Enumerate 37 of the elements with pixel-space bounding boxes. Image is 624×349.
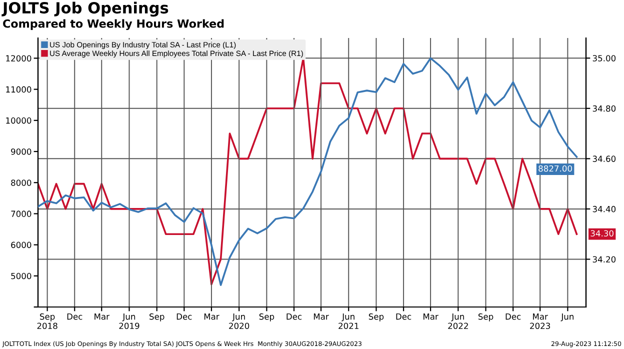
x-tick-label: Sep (478, 313, 494, 322)
y-tick-label: 5000 (11, 272, 32, 280)
y-tick-label: 12000 (6, 55, 32, 62)
y-tick-label: 6000 (11, 242, 32, 248)
y-tick-label: 7000 (11, 210, 32, 217)
y2-tick-label: 34.40 (592, 206, 616, 212)
x-tick-label: Mar (94, 314, 110, 320)
x-tick-label: Dec (286, 314, 302, 320)
data-label: 34.30 (590, 230, 614, 237)
y2-tick-label: 34.60 (592, 156, 616, 162)
data-label: 8827.00 (538, 165, 572, 172)
x-tick-label: Sep (368, 313, 384, 322)
x-tick-label: Mar (204, 314, 220, 320)
chart-title: JOLTS Job Openings (2, 2, 168, 17)
x-tick-label: Jun 2022 (448, 314, 468, 330)
chart-subtitle: Compared to Weekly Hours Worked (3, 19, 224, 30)
x-tick-label: Sep (150, 313, 164, 322)
x-tick-label: Sep 2018 (37, 313, 58, 330)
x-tick-label: Jun (560, 314, 574, 322)
x-tick-label: Dec (67, 314, 82, 320)
x-tick-label: Jun 2020 (229, 314, 250, 330)
x-tick-label: Sep (259, 313, 274, 322)
x-tick-label: Dec (396, 314, 412, 320)
x-tick-label: Mar (314, 314, 329, 320)
x-tick-label: Dec (506, 314, 521, 320)
y2-tick-label: 34.20 (592, 256, 616, 263)
x-tick-label: Jun 2021 (338, 314, 358, 330)
x-tick-label: Jun 2019 (119, 314, 140, 330)
y2-tick-label: 34.80 (592, 105, 616, 112)
y-tick-label: 11000 (6, 86, 32, 93)
y2-tick-label: 35.00 (592, 55, 616, 62)
y-tick-label: 9000 (11, 148, 32, 155)
y-tick-label: 10000 (6, 117, 32, 124)
y-tick-label: 8000 (11, 180, 32, 186)
x-tick-label: Mar (424, 314, 438, 320)
x-tick-label: Mar 2023 (530, 314, 550, 330)
x-tick-label: Dec (176, 314, 192, 320)
